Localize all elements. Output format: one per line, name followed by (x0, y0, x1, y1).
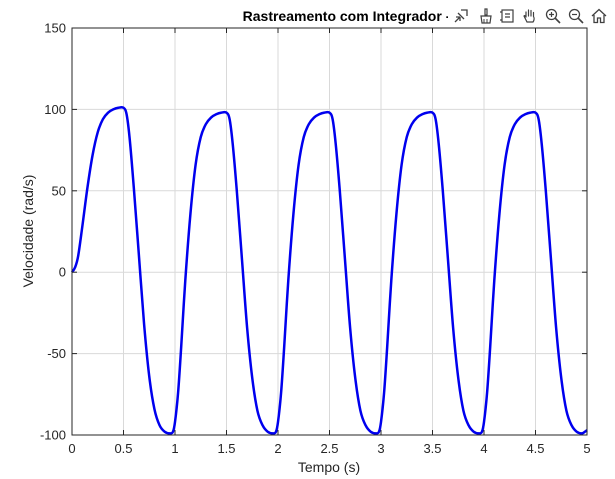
x-tick-label: 4.5 (526, 441, 544, 456)
brush-button[interactable] (474, 6, 494, 26)
ticks: 0 0.5 1 1.5 2 2.5 3 3.5 4 4.5 5 -100 -50 0 50 100 150 (40, 21, 591, 457)
x-tick-label: 3 (377, 441, 384, 456)
x-tick-label: 1.5 (217, 441, 235, 456)
series-layer (70, 105, 588, 435)
x-tick-label: 0.5 (114, 441, 132, 456)
x-tick-label: 4 (480, 441, 487, 456)
y-tick-label: 100 (44, 102, 66, 117)
y-axis-label: Velocidade (rad/s) (20, 175, 36, 288)
x-tick-label: 3.5 (423, 441, 441, 456)
x-tick-label: 5 (583, 441, 590, 456)
x-tick-label: 2 (274, 441, 281, 456)
y-tick-label: -100 (40, 428, 66, 443)
y-tick-label: -50 (47, 346, 66, 361)
y-tick-label: 0 (59, 265, 66, 280)
series-line (70, 105, 588, 435)
x-tick-label: 2.5 (320, 441, 338, 456)
home-icon (591, 8, 607, 24)
x-axis-label: Tempo (s) (298, 459, 360, 475)
home-button[interactable] (589, 6, 609, 26)
export-icon (454, 9, 468, 23)
zoom-in-button[interactable] (543, 6, 563, 26)
datatip-icon (500, 9, 514, 23)
zoom-in-icon (545, 8, 561, 24)
y-tick-label: 150 (44, 21, 66, 36)
brush-icon (480, 8, 492, 24)
x-tick-label: 0 (68, 441, 75, 456)
zoom-out-button[interactable] (566, 6, 586, 26)
pan-button[interactable] (520, 6, 540, 26)
pan-icon (523, 9, 535, 23)
zoom-out-icon (568, 8, 584, 24)
chart-title: Rastreamento com Integrador - Onda Qu (243, 8, 514, 24)
x-tick-label: 1 (171, 441, 178, 456)
y-tick-label: 50 (52, 183, 66, 198)
datatip-button[interactable] (497, 6, 517, 26)
axes-toolbar (448, 5, 609, 27)
export-button[interactable] (451, 6, 471, 26)
